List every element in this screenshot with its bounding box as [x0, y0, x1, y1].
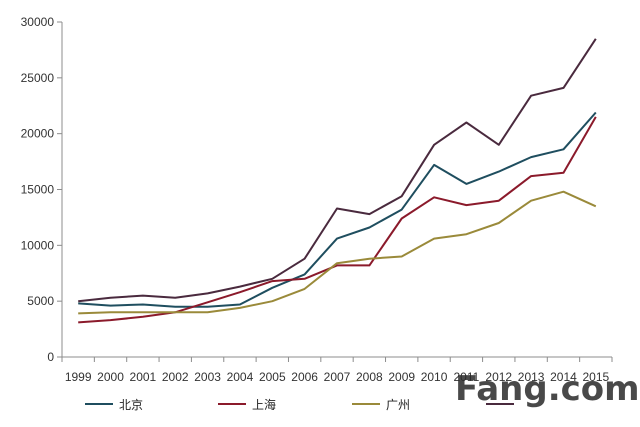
- x-tick-label: 1999: [65, 370, 92, 384]
- watermark: Fang.com: [455, 369, 640, 409]
- x-tick-label: 2009: [388, 370, 415, 384]
- x-tick-label: 2003: [194, 370, 221, 384]
- x-tick-label: 2002: [162, 370, 189, 384]
- y-tick-label: 10000: [21, 238, 55, 252]
- x-tick-label: 2000: [97, 370, 124, 384]
- series-line-2: [78, 116, 597, 324]
- series-lines: [78, 38, 597, 324]
- x-tick-label: 2014: [550, 370, 577, 384]
- y-tick-label: 15000: [21, 183, 55, 197]
- legend-label: 北京: [119, 398, 143, 412]
- x-tick-label: 2001: [130, 370, 157, 384]
- y-axis-ticks: 0 5000 10000 15000 20000 25000 30000: [21, 15, 62, 364]
- x-axis-ticks: 1999 2000 2001 2002 2003 2004 2005 2006 2007 2008…: [61, 357, 613, 384]
- axes: [61, 22, 612, 358]
- watermark-text: Fang.com: [455, 369, 640, 409]
- y-tick-label: 25000: [21, 71, 55, 85]
- x-tick-label: 2010: [421, 370, 448, 384]
- y-tick-label: 30000: [21, 15, 55, 29]
- series-line-3: [78, 190, 597, 315]
- x-tick-label: 2012: [485, 370, 512, 384]
- x-tick-label: 2011: [454, 370, 480, 384]
- y-tick-label: 5000: [27, 294, 54, 308]
- legend-label: 广州: [386, 398, 410, 412]
- legend-label: 上海: [252, 397, 276, 412]
- series-line-1: [78, 111, 597, 308]
- x-tick-label: 2005: [259, 370, 286, 384]
- x-tick-label: 2004: [227, 370, 254, 384]
- y-tick-label: 20000: [21, 127, 55, 141]
- x-tick-label: 2013: [518, 370, 545, 384]
- x-tick-label: 2015: [582, 370, 609, 384]
- series-line-4: [78, 38, 597, 303]
- legend: 北京 上海 广州: [85, 397, 514, 412]
- y-tick-label: 0: [47, 350, 54, 364]
- x-tick-label: 2007: [324, 370, 351, 384]
- x-tick-label: 2008: [356, 370, 383, 384]
- x-tick-label: 2006: [291, 370, 318, 384]
